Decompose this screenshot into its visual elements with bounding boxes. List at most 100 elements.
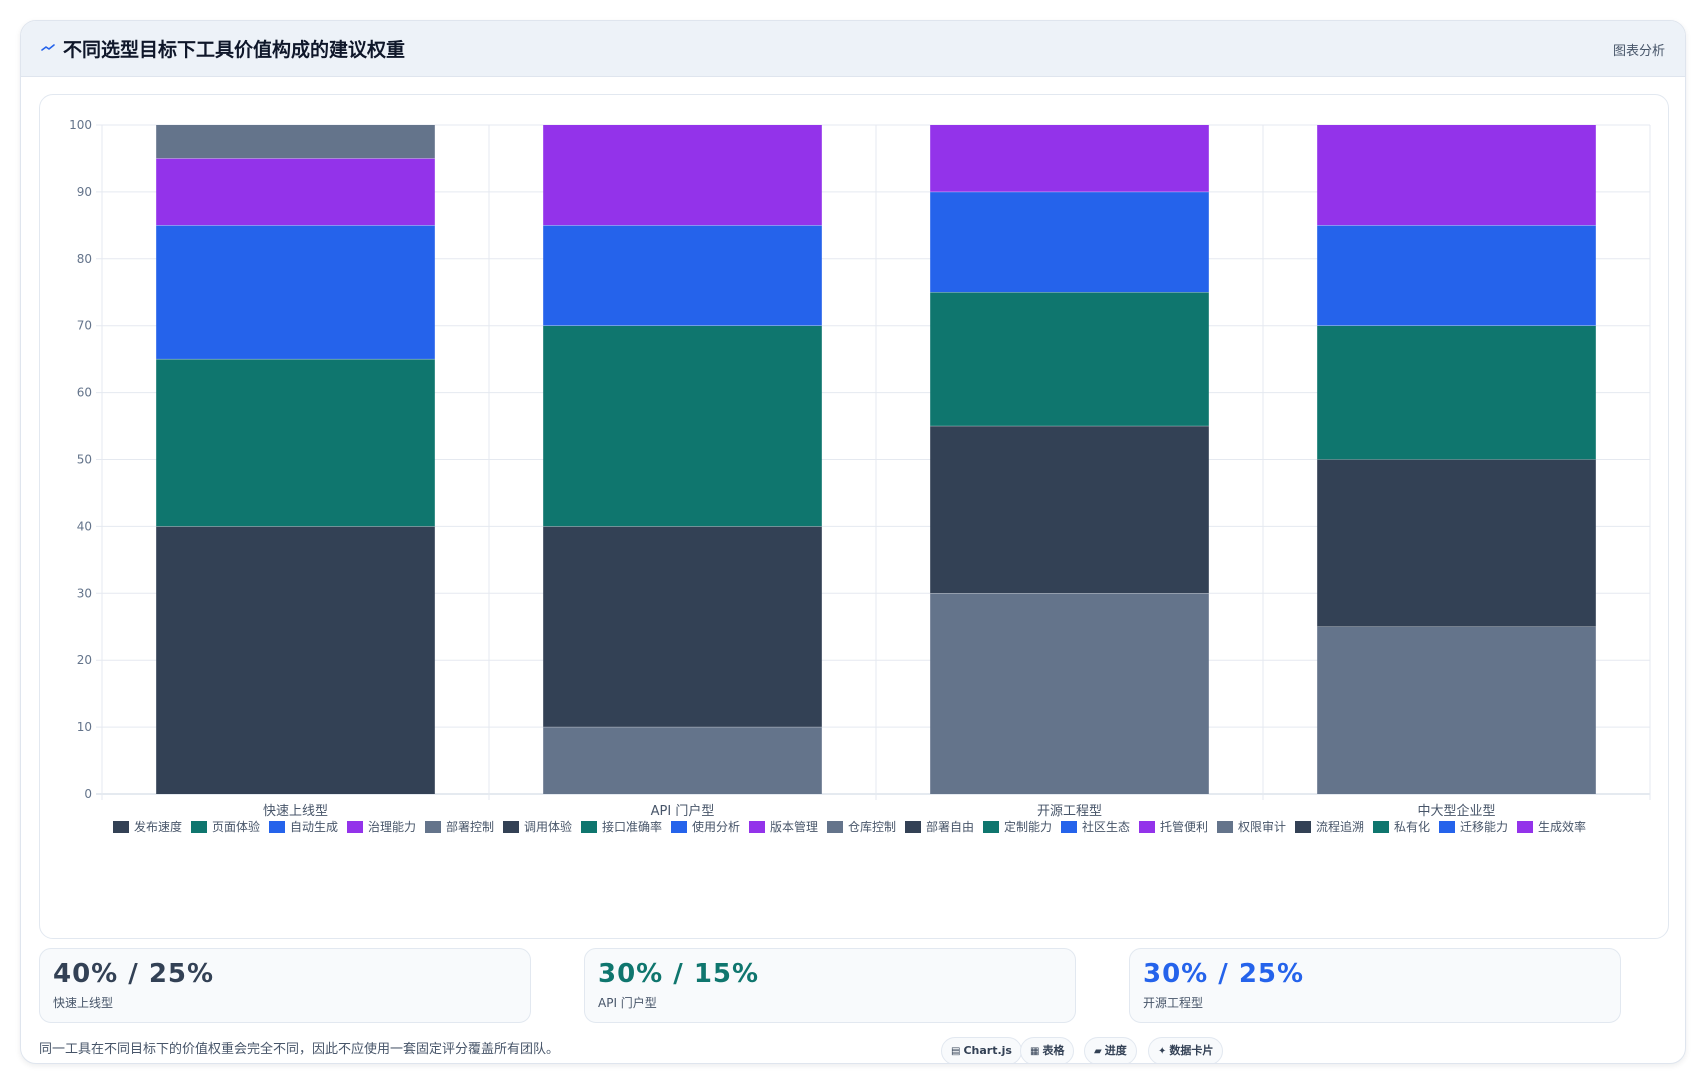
bar-segment-3-15 bbox=[1317, 459, 1596, 627]
chip-table[interactable]: ▦ 表格 bbox=[1020, 1037, 1075, 1063]
y-tick-label: 20 bbox=[77, 653, 92, 667]
y-tick-label: 0 bbox=[84, 787, 92, 801]
legend-label: 部署控制 bbox=[446, 819, 494, 834]
legend-label: 社区生态 bbox=[1082, 819, 1130, 834]
legend-swatch bbox=[1439, 821, 1455, 833]
table-icon: ▦ bbox=[1030, 1046, 1040, 1057]
legend-swatch bbox=[1139, 821, 1155, 833]
legend-label: 生成效率 bbox=[1538, 819, 1586, 834]
chip-data-card[interactable]: ✦ 数据卡片 bbox=[1148, 1037, 1224, 1063]
bar-segment-2-13 bbox=[930, 125, 1209, 192]
chart-panel: 0 10 20 30 40 50 60 70 80 90 100 快速上线型 API 门户型 开源工程型 中… bbox=[39, 94, 1669, 939]
legend-swatch bbox=[905, 821, 921, 833]
chip-chartjs[interactable]: ▤ Chart.js bbox=[941, 1037, 1022, 1063]
legend-swatch bbox=[827, 821, 843, 833]
data-card-icon: ✦ bbox=[1158, 1046, 1167, 1057]
x-category-label: 快速上线型 bbox=[263, 804, 328, 819]
legend-label: 定制能力 bbox=[1004, 819, 1052, 834]
bar-segment-3-18 bbox=[1317, 125, 1596, 226]
y-tick-label: 90 bbox=[77, 185, 92, 199]
stat-label: 开源工程型 bbox=[1143, 996, 1204, 1010]
stat-card-api-portal: 30% / 15% API 门户型 bbox=[584, 948, 1076, 1023]
bar-segment-2-12 bbox=[930, 191, 1209, 293]
y-tick-label: 40 bbox=[77, 519, 92, 533]
legend-swatch bbox=[1517, 821, 1533, 833]
bar-segment-0-3 bbox=[156, 158, 435, 226]
legend-label: 使用分析 bbox=[692, 819, 740, 834]
legend-label: 迁移能力 bbox=[1460, 820, 1508, 834]
x-category-label: 中大型企业型 bbox=[1417, 803, 1495, 819]
stat-label: API 门户型 bbox=[598, 996, 657, 1010]
chart-title: 不同选型目标下工具价值构成的建议权重 bbox=[63, 39, 406, 61]
legend-swatch bbox=[347, 821, 363, 833]
legend-swatch bbox=[581, 821, 597, 833]
legend-swatch bbox=[503, 821, 519, 833]
legend-swatch bbox=[1061, 821, 1077, 833]
bar-segment-2-4 bbox=[930, 593, 1209, 794]
legend-swatch bbox=[425, 821, 441, 833]
legend-label: 私有化 bbox=[1394, 820, 1430, 834]
chip-label: 数据卡片 bbox=[1169, 1044, 1214, 1057]
legend-label: 仓库控制 bbox=[848, 819, 896, 834]
x-category-label: 开源工程型 bbox=[1037, 804, 1102, 819]
chart-icon: ▤ bbox=[951, 1046, 961, 1057]
bar-segment-1-9 bbox=[543, 727, 822, 794]
bar-segment-0-0 bbox=[156, 526, 435, 794]
bar-segment-2-11 bbox=[930, 292, 1209, 427]
legend-swatch bbox=[671, 821, 687, 833]
legend-swatch bbox=[269, 821, 285, 833]
stat-value: 30% / 25% bbox=[1143, 959, 1305, 989]
legend-label: 自动生成 bbox=[290, 820, 338, 834]
legend-label: 权限审计 bbox=[1238, 819, 1286, 834]
stacked-bar-chart: 0 10 20 30 40 50 60 70 80 90 100 快速上线型 API 门户型 开源工程型 中… bbox=[69, 118, 1651, 834]
y-tick-label: 30 bbox=[77, 586, 92, 600]
y-tick-label: 70 bbox=[77, 319, 92, 333]
legend-swatch bbox=[1217, 821, 1233, 833]
footer-note: 同一工具在不同目标下的价值权重会完全不同，因此不应使用一套固定评分覆盖所有团队。 bbox=[39, 1042, 560, 1057]
bar-segment-2-10 bbox=[930, 426, 1209, 594]
bar-segment-1-8 bbox=[543, 125, 822, 226]
stat-label: 快速上线型 bbox=[53, 996, 114, 1010]
legend-label: 托管便利 bbox=[1160, 819, 1208, 834]
legend-label: 流程追溯 bbox=[1316, 819, 1364, 834]
chart-card: 不同选型目标下工具价值构成的建议权重 图表分析 0 10 20 30 40 50 60 70 8… bbox=[20, 20, 1686, 1064]
stat-value: 40% / 25% bbox=[53, 959, 215, 989]
x-category-label: API 门户型 bbox=[651, 803, 715, 819]
legend-label: 发布速度 bbox=[134, 819, 182, 834]
y-tick-label: 10 bbox=[77, 720, 92, 734]
chip-progress[interactable]: ▰ 进度 bbox=[1084, 1037, 1137, 1063]
legend-label: 接口准确率 bbox=[602, 819, 662, 834]
progress-icon: ▰ bbox=[1094, 1046, 1102, 1057]
legend-swatch bbox=[1295, 821, 1311, 833]
chip-label: 进度 bbox=[1104, 1044, 1127, 1057]
bar-segment-3-16 bbox=[1317, 325, 1596, 460]
legend-label: 治理能力 bbox=[368, 820, 416, 834]
legend-label: 版本管理 bbox=[770, 819, 818, 834]
bar-segment-0-2 bbox=[156, 225, 435, 360]
y-tick-label: 100 bbox=[69, 118, 92, 132]
legend-swatch bbox=[1373, 821, 1389, 833]
bar-segment-3-14 bbox=[1317, 626, 1596, 794]
legend-swatch bbox=[983, 821, 999, 833]
bar-segment-3-17 bbox=[1317, 225, 1596, 326]
chip-label: 表格 bbox=[1042, 1044, 1065, 1057]
legend-swatch bbox=[113, 821, 129, 833]
stat-card-quick-launch: 40% / 25% 快速上线型 bbox=[39, 948, 531, 1023]
stat-card-open-source: 30% / 25% 开源工程型 bbox=[1129, 948, 1621, 1023]
legend-swatch bbox=[191, 821, 207, 833]
chip-label: Chart.js bbox=[963, 1044, 1012, 1057]
legend-swatch bbox=[749, 821, 765, 833]
legend-label: 调用体验 bbox=[524, 819, 572, 834]
chart-analysis-link[interactable]: 图表分析 bbox=[1612, 44, 1665, 59]
bar-segment-0-1 bbox=[156, 359, 435, 527]
y-tick-label: 80 bbox=[77, 252, 92, 266]
bar-segment-1-7 bbox=[543, 225, 822, 326]
stat-value: 30% / 15% bbox=[598, 959, 760, 989]
y-tick-label: 50 bbox=[77, 453, 92, 467]
legend-label: 页面体验 bbox=[212, 819, 260, 834]
y-tick-label: 60 bbox=[77, 386, 92, 400]
bar-segment-1-5 bbox=[543, 526, 822, 728]
bar-segment-1-6 bbox=[543, 325, 822, 527]
legend-label: 部署自由 bbox=[926, 819, 974, 834]
card-header: 不同选型目标下工具价值构成的建议权重 图表分析 bbox=[21, 21, 1685, 77]
